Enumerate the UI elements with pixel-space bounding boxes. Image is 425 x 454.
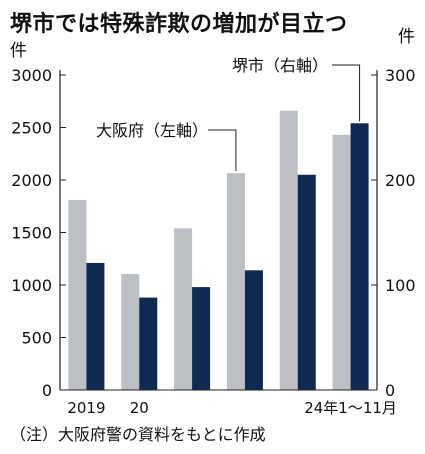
bar-sakai bbox=[350, 123, 369, 391]
bar-osaka bbox=[68, 199, 87, 390]
chart-title: 堺市では特殊詐欺の増加が目立つ bbox=[10, 12, 348, 37]
source-note: （注）大阪府警の資料をもとに作成 bbox=[10, 425, 266, 444]
bar-osaka bbox=[332, 134, 351, 390]
bar-sakai bbox=[297, 174, 316, 390]
left-tick-label: 0 bbox=[42, 381, 52, 400]
left-tick-label: 2000 bbox=[11, 171, 52, 190]
left-axis-unit: 件 bbox=[10, 41, 27, 61]
right-tick-label: 0 bbox=[385, 381, 395, 400]
bar-osaka bbox=[174, 228, 193, 390]
right-axis-unit: 件 bbox=[398, 27, 415, 47]
right-tick-label: 300 bbox=[385, 66, 416, 85]
right-tick-label: 200 bbox=[385, 171, 416, 190]
left-tick-label: 1500 bbox=[11, 224, 52, 243]
bar-osaka bbox=[226, 173, 245, 390]
x-tick-label: 2019 bbox=[67, 399, 105, 417]
left-tick-label: 2500 bbox=[11, 119, 52, 138]
left-tick-label: 1000 bbox=[11, 276, 52, 295]
right-tick-label: 100 bbox=[385, 276, 416, 295]
bar-sakai bbox=[139, 297, 158, 390]
bar-sakai bbox=[244, 270, 263, 390]
annotation-osaka-leader bbox=[208, 129, 237, 172]
bar-sakai bbox=[192, 287, 211, 390]
x-tick-label: 20 bbox=[130, 399, 149, 417]
annotation-sakai: 堺市（右軸） bbox=[232, 56, 328, 75]
annotation-sakai-leader bbox=[332, 64, 361, 122]
left-tick-label: 3000 bbox=[11, 66, 52, 85]
x-tick-label: 24年1〜11月 bbox=[304, 399, 397, 417]
left-tick-label: 500 bbox=[21, 329, 52, 348]
bar-osaka bbox=[121, 273, 140, 390]
bar-sakai bbox=[86, 262, 105, 390]
annotation-osaka: 大阪府（左軸） bbox=[96, 121, 208, 140]
bar-osaka bbox=[279, 110, 298, 390]
